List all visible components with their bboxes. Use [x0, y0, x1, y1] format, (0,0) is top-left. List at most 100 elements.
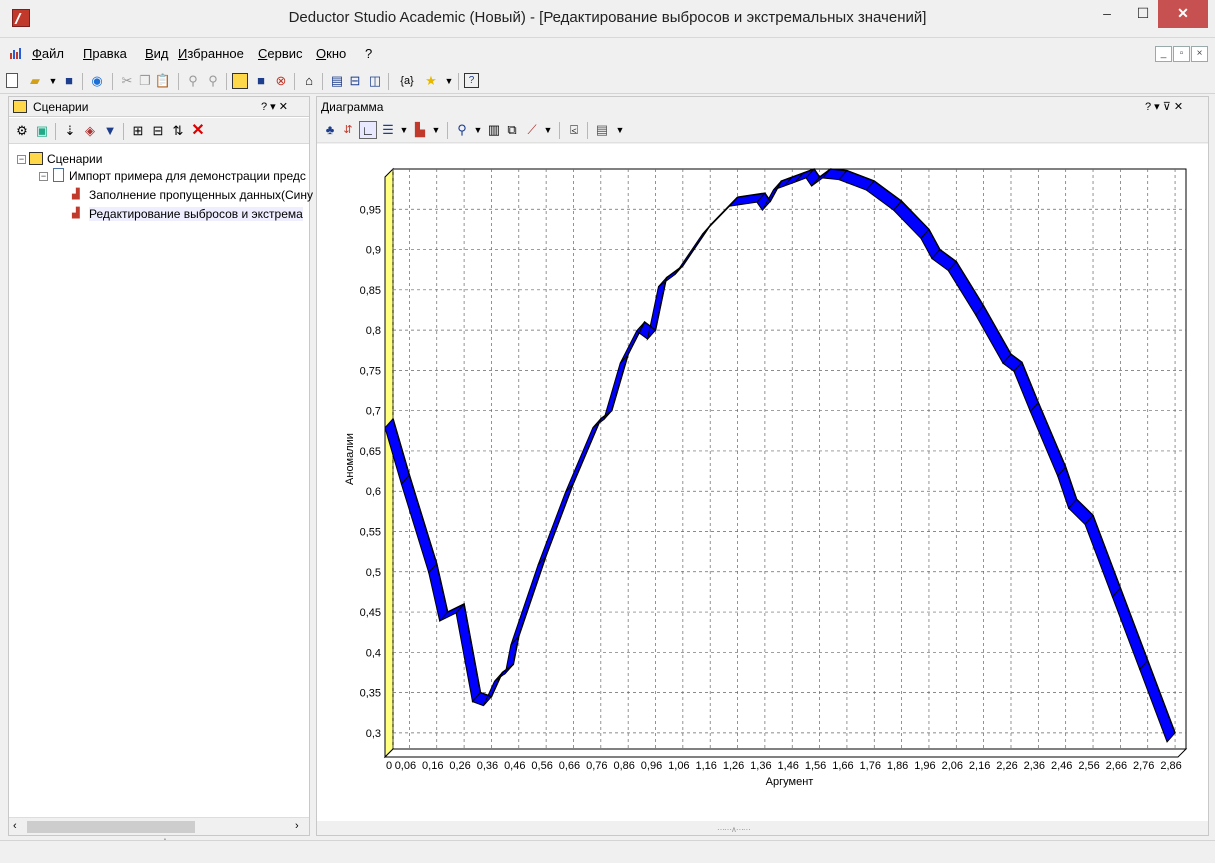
- menu-help[interactable]: ?: [365, 46, 373, 61]
- menu-view[interactable]: Вид: [145, 46, 169, 61]
- window-title: Deductor Studio Academic (Новый) - [Реда…: [288, 9, 927, 26]
- copy-chart-icon[interactable]: ⧉: [507, 122, 517, 137]
- horizontal-scrollbar[interactable]: ‹ ›: [9, 817, 309, 835]
- x-tick-label: 0,76: [586, 760, 607, 772]
- minimize-button[interactable]: ‒: [1103, 5, 1111, 21]
- import-icon[interactable]: ⇣: [64, 123, 76, 138]
- splitter-grip[interactable]: ⋯⋯∧⋯⋯: [717, 825, 751, 834]
- close-button[interactable]: ✕: [1158, 0, 1208, 28]
- chart-panel-controls[interactable]: ? ▾ ⊽ ✕: [1145, 101, 1184, 113]
- dropdown-arrow-icon[interactable]: ▼: [543, 125, 553, 135]
- tree-item-fill-missing[interactable]: Заполнение пропущенных данных(Сину: [89, 188, 313, 202]
- mdi-minimize-button[interactable]: _: [1155, 46, 1172, 62]
- tree-collapse-toggle[interactable]: −: [39, 171, 48, 181]
- dropdown-arrow-icon[interactable]: ▼: [615, 125, 625, 135]
- new-file-icon[interactable]: [6, 73, 18, 88]
- y-tick-label: 0,4: [366, 647, 381, 659]
- y-tick-label: 0,85: [360, 285, 381, 297]
- open-folder-icon[interactable]: ▰: [30, 73, 40, 88]
- chart-style-icon[interactable]: ⟋: [527, 122, 537, 137]
- x-tick-label: 0,96: [641, 760, 662, 772]
- scroll-right-icon[interactable]: ›: [295, 820, 299, 832]
- y-tick-label: 0,6: [366, 486, 381, 498]
- y-tick-label: 0,45: [360, 607, 381, 619]
- scenarios-icon: [13, 100, 27, 113]
- x-tick-label: 2,16: [969, 760, 990, 772]
- x-tick-label: 2,46: [1051, 760, 1072, 772]
- menu-favorites[interactable]: Избранное: [178, 46, 244, 61]
- copy-icon[interactable]: ❐: [139, 73, 151, 88]
- dropdown-arrow-icon[interactable]: ▼: [399, 125, 409, 135]
- variables-icon[interactable]: {a}: [400, 75, 414, 87]
- y-tick-label: 0,55: [360, 527, 381, 539]
- menu-service[interactable]: Сервис: [258, 46, 303, 61]
- cut-icon[interactable]: ✂: [121, 73, 133, 88]
- x-tick-label: 1,76: [860, 760, 881, 772]
- menu-file[interactable]: Файл: [32, 46, 64, 61]
- scenarios-panel-header: Сценарии ? ▾ ✕: [9, 97, 309, 117]
- tree-collapse-toggle[interactable]: −: [17, 154, 26, 164]
- chart-type-icon[interactable]: ▙: [415, 122, 425, 137]
- chart-3d-icon[interactable]: ♣: [325, 122, 335, 137]
- legend-icon[interactable]: ☰: [382, 122, 394, 137]
- scenarios-panel-controls[interactable]: ? ▾ ✕: [261, 101, 288, 113]
- scenarios-panel-icon[interactable]: [232, 73, 248, 89]
- properties-icon[interactable]: ⚙: [16, 123, 28, 138]
- find-icon[interactable]: ⚲: [188, 73, 198, 88]
- x-tick-label: 1,06: [668, 760, 689, 772]
- export-emf-icon[interactable]: ▤: [595, 122, 609, 137]
- stop-icon[interactable]: ⊗: [275, 73, 287, 88]
- series-icon[interactable]: ▥: [487, 122, 501, 137]
- chart-area: 0 0,06 0,16 0,26 0,36 0,46 0,56 0,66 0,76 0,86 0,9…: [317, 144, 1208, 821]
- menu-edit[interactable]: Правка: [83, 46, 127, 61]
- chart-sort-icon[interactable]: ⇵: [343, 124, 353, 136]
- notes-icon[interactable]: ■: [257, 73, 265, 88]
- paste-icon[interactable]: 📋: [154, 73, 172, 88]
- cascade-icon[interactable]: ▤: [330, 73, 344, 88]
- y-tick-label: 0,35: [360, 688, 381, 700]
- dropdown-arrow-icon[interactable]: ▼: [48, 76, 58, 86]
- chart-panel: Диаграмма ? ▾ ⊽ ✕ ♣ ⇵ ∟ ☰ ▼ ▙ ▼ ⚲ ▼ ▥ ⧉ …: [316, 96, 1209, 836]
- help-icon[interactable]: ?: [464, 73, 479, 88]
- dropdown-arrow-icon[interactable]: ▼: [431, 125, 441, 135]
- mdi-restore-button[interactable]: ▫: [1173, 46, 1190, 62]
- scroll-left-icon[interactable]: ‹: [13, 820, 17, 832]
- tree-collapse-icon[interactable]: ⊟: [152, 123, 164, 138]
- tree-item-import[interactable]: Импорт примера для демонстрации предс: [69, 169, 306, 183]
- maximize-button[interactable]: ☐: [1136, 5, 1150, 21]
- zoom-icon[interactable]: ⚲: [457, 122, 467, 137]
- preview-icon[interactable]: ▣: [35, 123, 49, 138]
- x-tick-label: 2,66: [1106, 760, 1127, 772]
- x-tick-label: 1,26: [723, 760, 744, 772]
- outliers-icon: ▟: [72, 208, 80, 219]
- home-icon[interactable]: ⌂: [305, 73, 313, 88]
- x-tick-label: 0,36: [477, 760, 498, 772]
- chart-bars-icon[interactable]: [9, 46, 23, 60]
- visualize-icon[interactable]: ▼: [103, 123, 117, 138]
- marker-icon[interactable]: ⍃: [570, 122, 578, 137]
- mdi-close-button[interactable]: ×: [1191, 46, 1208, 62]
- tree-move-icon[interactable]: ⇅: [172, 123, 184, 138]
- tree-expand-icon[interactable]: ⊞: [132, 123, 144, 138]
- chart-side-wall: [384, 167, 394, 759]
- x-tick-label: 1,66: [832, 760, 853, 772]
- process-icon[interactable]: ◈: [85, 123, 95, 138]
- dropdown-arrow-icon[interactable]: ▼: [473, 125, 483, 135]
- x-tick-label: 1,46: [778, 760, 799, 772]
- favorites-star-icon[interactable]: ★: [425, 73, 437, 88]
- x-tick-label: 0,46: [504, 760, 525, 772]
- tree-item-scenarios-root[interactable]: Сценарии: [47, 152, 103, 166]
- dropdown-arrow-icon[interactable]: ▼: [444, 76, 454, 86]
- axes-icon[interactable]: ∟: [359, 121, 377, 139]
- save-icon[interactable]: ■: [65, 73, 73, 88]
- tree-item-outliers[interactable]: Редактирование выбросов и экстрема: [89, 207, 303, 221]
- scrollbar-thumb[interactable]: [27, 821, 195, 833]
- chart-panel-title: Диаграмма: [321, 100, 384, 114]
- fill-missing-icon: ▟: [72, 189, 80, 200]
- menu-window[interactable]: Окно: [316, 46, 347, 61]
- find-next-icon[interactable]: ⚲: [208, 73, 218, 88]
- wizard-icon[interactable]: ◉: [91, 73, 103, 88]
- tile-vertical-icon[interactable]: ◫: [368, 73, 382, 88]
- delete-icon[interactable]: ✕: [191, 122, 205, 139]
- tile-horizontal-icon[interactable]: ⊟: [349, 73, 361, 88]
